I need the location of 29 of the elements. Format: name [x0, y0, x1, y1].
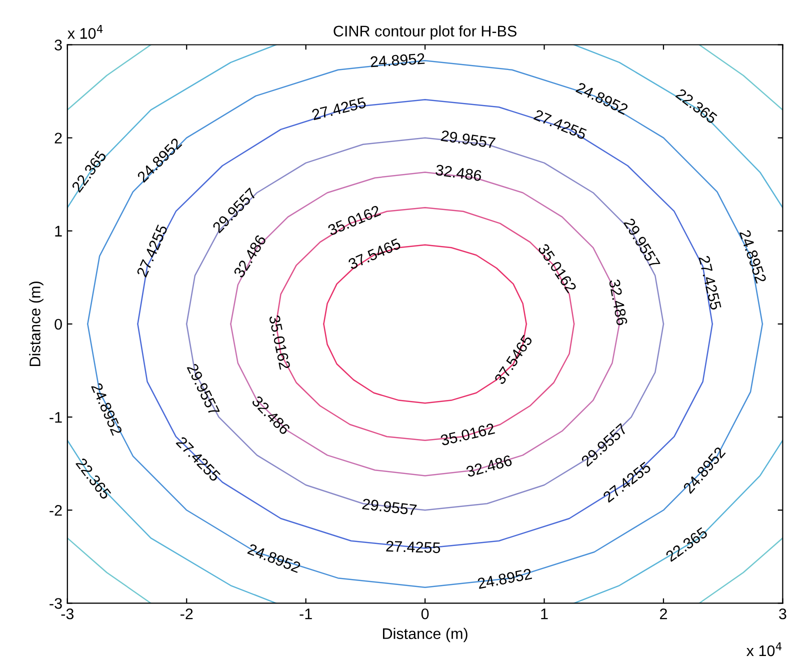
- annotation: 27.4255: [698, 255, 722, 310]
- x-tick-label: 3: [779, 608, 786, 620]
- y-tick-label: 2: [54, 132, 62, 144]
- annotation: 32.486: [608, 278, 628, 326]
- x-tick-label: -1: [300, 608, 312, 620]
- x-axis-title: Distance (m): [383, 628, 468, 642]
- x-tick-label: -2: [180, 608, 193, 620]
- annotation: 29.9557: [440, 130, 496, 148]
- y-tick-label: 1: [55, 226, 62, 236]
- y-tick-label: -1: [50, 412, 62, 423]
- y-tick-label: -3: [50, 598, 62, 609]
- annotation: 24.8952: [477, 568, 532, 589]
- annotation: 29.9557: [362, 498, 417, 516]
- x-tick-label: 2: [660, 608, 667, 620]
- annotation: 32.486: [466, 454, 512, 478]
- chart-title: CINR contour plot for H-BS: [334, 25, 516, 40]
- text: x 10$^{4}$: [746, 642, 782, 656]
- y-axis-title: Distance (m): [29, 282, 44, 366]
- x-tick-label: 1: [541, 608, 548, 620]
- x-tick-label: 0: [421, 608, 429, 620]
- y-tick-label: -2: [50, 504, 62, 516]
- text: x 10$^{4}$: [68, 25, 103, 39]
- annotation: 32.486: [435, 164, 482, 182]
- y-tick-label: 0: [54, 318, 62, 330]
- annotation: 24.8952: [370, 53, 425, 68]
- annotation: 35.0162: [440, 423, 496, 446]
- annotation: 35.0162: [268, 314, 290, 370]
- y-tick-label: 3: [54, 40, 62, 50]
- annotation: 27.4255: [312, 96, 366, 120]
